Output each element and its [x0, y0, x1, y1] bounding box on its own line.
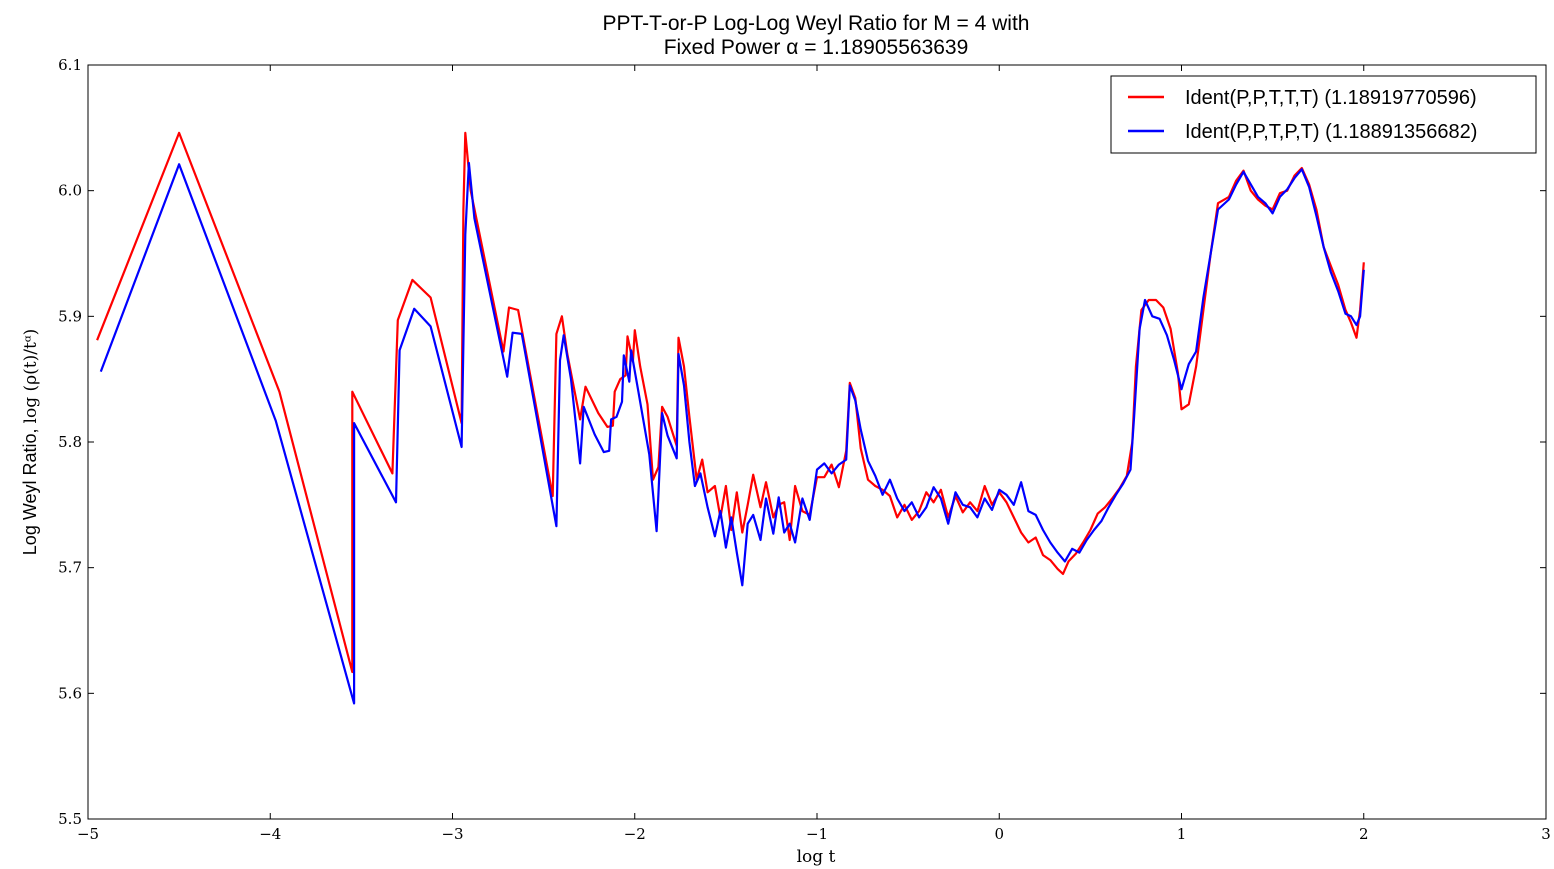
x-tick-label: −4: [259, 825, 281, 843]
x-tick-label: 3: [1541, 825, 1551, 843]
legend-box: [1110, 75, 1537, 154]
chart-title: PPT-T-or-P Log-Log Weyl Ratio for M = 4 …: [603, 12, 1030, 59]
series-layer: [96, 131, 1365, 705]
y-tick-label: 5.7: [58, 559, 82, 577]
x-tick-label: −2: [624, 825, 646, 843]
y-tick-label: 6.0: [58, 182, 82, 200]
series-line-1: [96, 131, 1365, 674]
y-axis-label: Log Weyl Ratio, log (ρ(t)/tᵅ): [20, 329, 41, 555]
x-tick-label: −1: [806, 825, 828, 843]
y-tick-label: 5.8: [58, 433, 82, 451]
x-tick-label: 2: [1359, 825, 1369, 843]
chart-title-line-2: Fixed Power α = 1.18905563639: [664, 36, 969, 59]
axis-ticks: −5 −4 −3 −2 −1 0 1 2 3 5.5 5.6 5.7 5.8 5.9 6.0 6.1: [58, 56, 1551, 843]
y-tick-label: 5.6: [58, 684, 82, 702]
x-tick-label: −5: [77, 825, 99, 843]
y-tick-label: 5.9: [58, 307, 82, 325]
y-tick-label: 5.5: [58, 810, 82, 828]
x-tick-label: 1: [1177, 825, 1187, 843]
plot-area: [87, 64, 1547, 820]
y-tick-label: 6.1: [58, 56, 82, 74]
x-axis-label: log t: [797, 847, 836, 867]
series-line-2: [99, 161, 1365, 705]
legend-label-series-2: Ident(P,P,T,P,T) (1.18891356682): [1185, 121, 1477, 143]
x-tick-label: −3: [441, 825, 463, 843]
y-axis-label-math: log (ρ(t)/tᵅ): [21, 329, 41, 424]
legend: Ident(P,P,T,T,T) (1.18919770596) Ident(P…: [1110, 75, 1537, 154]
chart-title-line-1: PPT-T-or-P Log-Log Weyl Ratio for M = 4 …: [603, 12, 1030, 35]
legend-label-series-1: Ident(P,P,T,T,T) (1.18919770596): [1185, 87, 1477, 109]
x-tick-label: 0: [994, 825, 1004, 843]
y-axis-label-text: Log Weyl Ratio,: [20, 423, 40, 555]
